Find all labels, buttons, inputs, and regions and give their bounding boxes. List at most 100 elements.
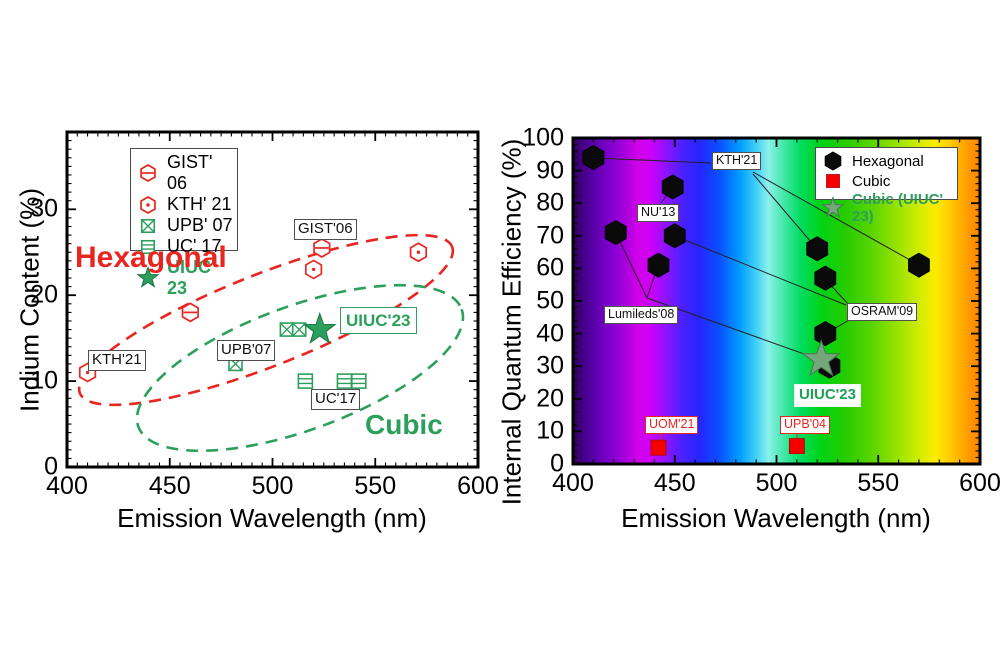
x-tick-label-550: 550	[354, 472, 397, 500]
hexagonal-marker	[582, 144, 605, 171]
indium-plot-area: 400 450 500 550 600 0 10 20 30 GIST' 06 KTH' 21 UPB…	[30, 130, 499, 500]
uc-17-marker	[336, 373, 353, 389]
legend-label: GIST' 06	[167, 152, 213, 193]
hexagonal-region-outline	[77, 233, 455, 407]
annotation-lumileds-08: Lumileds'08	[604, 306, 679, 324]
uiuc-23-legend-marker-icon	[136, 265, 160, 288]
hexagonal-marker	[806, 236, 829, 262]
annotation-osram-09: OSRAM'09	[847, 303, 918, 321]
x-tick-label-400: 400	[552, 469, 594, 497]
region-label-cubic: Cubic	[365, 409, 443, 440]
x-tick-label-600: 600	[959, 469, 1000, 497]
hexagonal-legend-marker-icon	[824, 151, 842, 171]
iqe-plot-area: 400 450 500 550 600 0 10 20 30 40 50 60 70 80 90 100 Hex…	[522, 124, 1000, 498]
left-x-axis-title: Emission Wavelength (nm)	[117, 503, 427, 533]
annotation-upb-07: UPB'07	[217, 340, 276, 361]
legend-label: KTH' 21	[167, 194, 232, 214]
x-tick-label-450: 450	[148, 472, 191, 500]
leader-line-1	[752, 173, 818, 250]
internal-quantum-efficiency-plot-svg	[571, 136, 982, 466]
cubic-marker	[650, 439, 667, 456]
cubic-marker	[788, 438, 805, 454]
hexagonal-marker	[604, 219, 627, 246]
legend-row-hexagonal: Hexagonal	[820, 151, 953, 171]
legend-label: UIUC' 23	[167, 257, 216, 298]
legend-box: Hexagonal Cubic Cubic (UIUC' 23)	[815, 147, 958, 225]
annotation-upb-04: UPB'04	[780, 416, 830, 434]
annotation-uiuc-23: UIUC'23	[340, 307, 417, 335]
x-tick-label-550: 550	[857, 469, 900, 497]
y-tick-label-60: 60	[536, 253, 564, 282]
annotation-gist-06: GIST'06	[294, 219, 357, 240]
indium-content-plot-svg	[65, 130, 480, 469]
legend-box: GIST' 06 KTH' 21 UPB' 07 UC' 17 UIUC' 23	[130, 148, 238, 298]
gist-06-marker	[181, 302, 199, 323]
y-tick-label-10: 10	[30, 366, 58, 395]
uc-17-marker	[351, 373, 367, 389]
y-tick-label-90: 90	[536, 156, 564, 185]
legend-label: UPB' 07	[167, 215, 233, 235]
cubic-uiuc-23-legend-marker-icon	[821, 195, 845, 218]
right-y-axis-title: Internal Quantum Efficiency (%)	[496, 138, 527, 506]
cubic-region-outline	[135, 283, 465, 453]
y-tick-label-70: 70	[536, 221, 564, 250]
uc-17-legend-marker-icon	[140, 239, 156, 254]
y-tick-label-50: 50	[536, 286, 564, 315]
x-tick-label-450: 450	[653, 469, 696, 497]
kth-21-marker	[304, 259, 323, 280]
hexagonal-marker	[908, 252, 930, 278]
legend-row-uiuc-23: UIUC' 23	[135, 257, 233, 299]
uiuc-23-marker	[302, 311, 337, 344]
leader-line-0	[593, 157, 712, 164]
hexagonal-marker	[647, 252, 670, 278]
legend-row-upb-07: UPB' 07	[135, 215, 233, 236]
cubic-legend-marker-icon	[826, 174, 840, 188]
y-tick-label-30: 30	[536, 351, 564, 380]
x-tick-label-400: 400	[46, 472, 88, 500]
annotation-kth-21: KTH'21	[88, 350, 146, 371]
annotation-uom-21: UOM'21	[645, 416, 699, 434]
leader-line-4	[674, 235, 847, 306]
x-tick-label-600: 600	[457, 472, 499, 500]
legend-row-kth-21: KTH' 21	[135, 194, 233, 215]
uc-17-marker	[297, 373, 314, 389]
hexagonal-marker	[814, 265, 837, 291]
upb-07-marker	[291, 322, 307, 337]
hexagonal-marker	[661, 174, 684, 200]
legend-row-gist-06: GIST' 06	[135, 152, 233, 194]
annotation-kth-21: KTH'21	[712, 152, 762, 170]
right-x-axis-title: Emission Wavelength (nm)	[621, 503, 931, 533]
y-tick-label-0: 0	[550, 449, 564, 478]
kth-21-marker	[409, 242, 428, 263]
cubic-uiuc-23-marker	[801, 339, 841, 377]
hexagonal-marker	[814, 321, 837, 347]
annotation-uc-17: UC'17	[311, 389, 361, 410]
y-tick-label-20: 20	[30, 280, 58, 309]
y-tick-label-80: 80	[536, 188, 564, 217]
hexagonal-marker	[663, 223, 686, 249]
gist-06-legend-marker-icon	[140, 164, 156, 182]
legend-label: Cubic (UIUC' 23)	[852, 191, 944, 225]
x-tick-label-500: 500	[755, 469, 798, 497]
legend-label: Hexagonal	[852, 152, 924, 170]
y-tick-label-30: 30	[30, 194, 58, 223]
leader-line-5	[615, 232, 648, 299]
legend-label: Cubic	[852, 172, 891, 190]
annotation-nu-13: NU'13	[637, 204, 680, 222]
leader-line-2	[752, 171, 920, 266]
x-tick-label-500: 500	[251, 472, 294, 500]
y-tick-label-100: 100	[522, 123, 564, 152]
legend-label: UC' 17	[167, 236, 222, 256]
annotation-uiuc-23: UIUC'23	[794, 384, 861, 407]
upb-07-legend-marker-icon	[140, 218, 156, 233]
legend-row-uc-17: UC' 17	[135, 236, 233, 257]
legend-row-cubic: Cubic	[820, 171, 953, 191]
y-tick-label-40: 40	[536, 319, 564, 348]
y-tick-label-10: 10	[536, 416, 564, 445]
y-tick-label-20: 20	[536, 384, 564, 413]
gist-06-marker	[313, 237, 331, 258]
legend-row-cubic-uiuc-23: Cubic (UIUC' 23)	[820, 191, 953, 225]
